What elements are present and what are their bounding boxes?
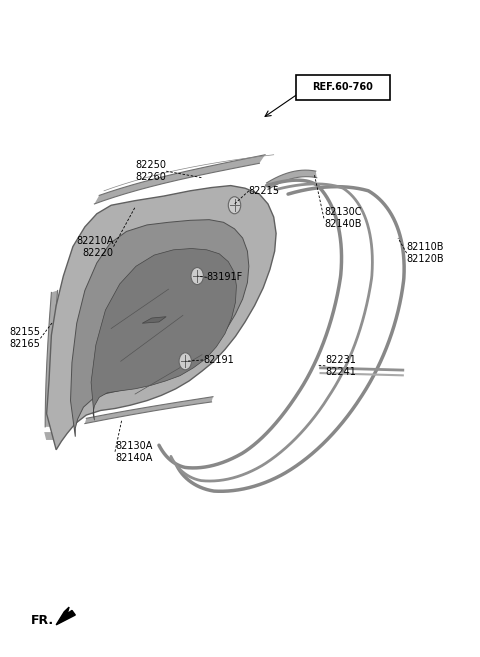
Text: 82155
82165: 82155 82165 (10, 327, 40, 350)
Text: 82215: 82215 (249, 186, 280, 196)
Polygon shape (47, 185, 276, 450)
Polygon shape (56, 607, 75, 625)
Circle shape (191, 267, 204, 284)
Polygon shape (45, 290, 58, 427)
Circle shape (179, 353, 192, 370)
Text: FR.: FR. (31, 614, 54, 627)
Text: 82130C
82140B: 82130C 82140B (324, 208, 361, 229)
Text: 82110B
82120B: 82110B 82120B (407, 242, 444, 264)
Polygon shape (91, 248, 237, 420)
Text: 82130A
82140A: 82130A 82140A (115, 441, 152, 463)
FancyBboxPatch shape (296, 75, 390, 100)
Polygon shape (266, 170, 317, 189)
Text: 82250
82260: 82250 82260 (135, 160, 166, 182)
Polygon shape (95, 155, 265, 204)
Polygon shape (71, 219, 249, 437)
Text: 82191: 82191 (203, 355, 234, 365)
Polygon shape (85, 397, 213, 424)
Polygon shape (44, 432, 56, 440)
Text: 83191F: 83191F (207, 273, 243, 283)
Polygon shape (142, 317, 166, 323)
Circle shape (228, 196, 241, 214)
Text: REF.60-760: REF.60-760 (312, 82, 373, 92)
Text: 82210A
82220: 82210A 82220 (76, 236, 114, 258)
Text: 82231
82241: 82231 82241 (325, 355, 356, 377)
